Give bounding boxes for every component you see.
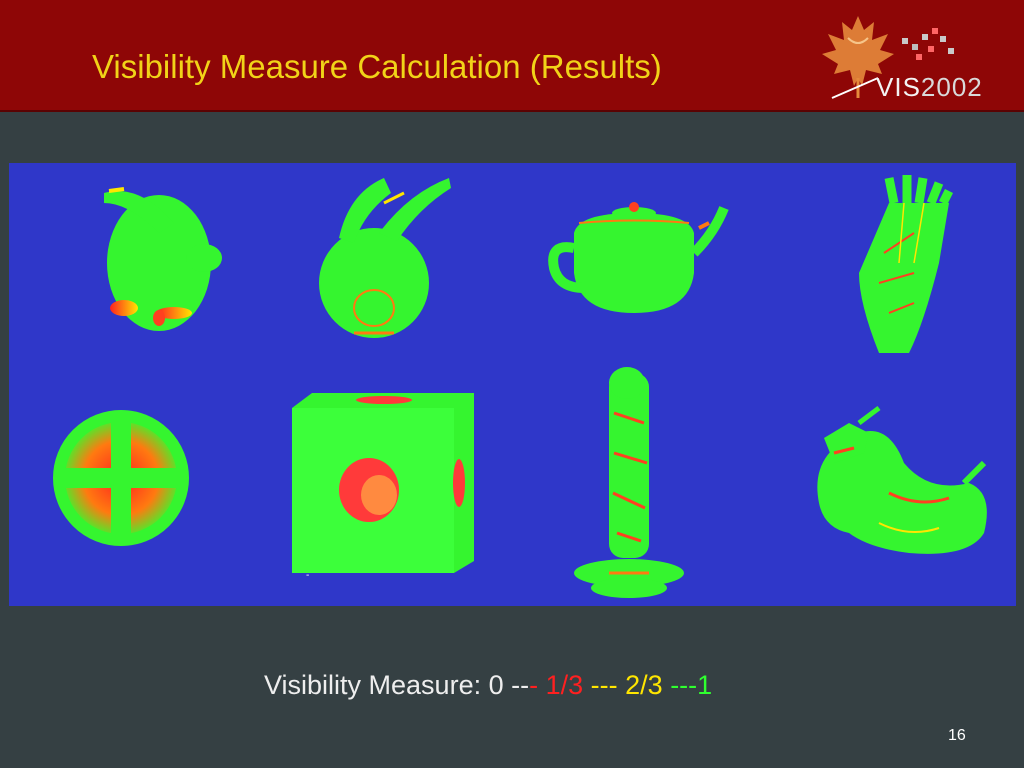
legend-sep-1a: --	[503, 670, 530, 700]
slide-title: Visibility Measure Calculation (Results)	[92, 48, 662, 85]
swoosh-line	[831, 77, 879, 99]
legend-sep-1b: -	[529, 670, 546, 700]
logo-vis: VIS	[876, 72, 921, 102]
legend-sep-3: ---	[662, 670, 698, 700]
legend-value-2-3: 2/3	[625, 670, 663, 700]
legend-value-0: 0	[488, 670, 504, 700]
teapot-model	[548, 202, 729, 313]
legend-sep-2: ---	[583, 670, 626, 700]
stray-mark: -	[306, 570, 309, 581]
title-bar: Visibility Measure Calculation (Results)…	[0, 0, 1024, 112]
bunny-back-model	[319, 178, 451, 338]
vis2002-logo	[822, 16, 954, 99]
bunny-side-model	[104, 187, 222, 331]
page-number: 16	[948, 727, 966, 744]
legend-value-1: 1	[697, 670, 713, 700]
visibility-results-image: -	[9, 163, 1016, 606]
visibility-legend: Visibility Measure: 0 --- 1/3 --- 2/3 --…	[264, 670, 712, 701]
legend-label: Visibility Measure:	[264, 670, 489, 700]
pixel-squares-icon	[902, 28, 954, 60]
sphere-cage-model	[53, 410, 189, 546]
maple-leaf-icon	[822, 16, 894, 98]
foot-skeleton-model	[859, 175, 954, 353]
legend-value-1-3: 1/3	[545, 670, 584, 700]
cube-holes-model: -	[292, 393, 474, 581]
dragon-model	[817, 406, 987, 554]
logo-year: 2002	[920, 72, 983, 102]
buddha-model	[574, 367, 684, 598]
logo-text: VIS2002	[876, 72, 983, 103]
